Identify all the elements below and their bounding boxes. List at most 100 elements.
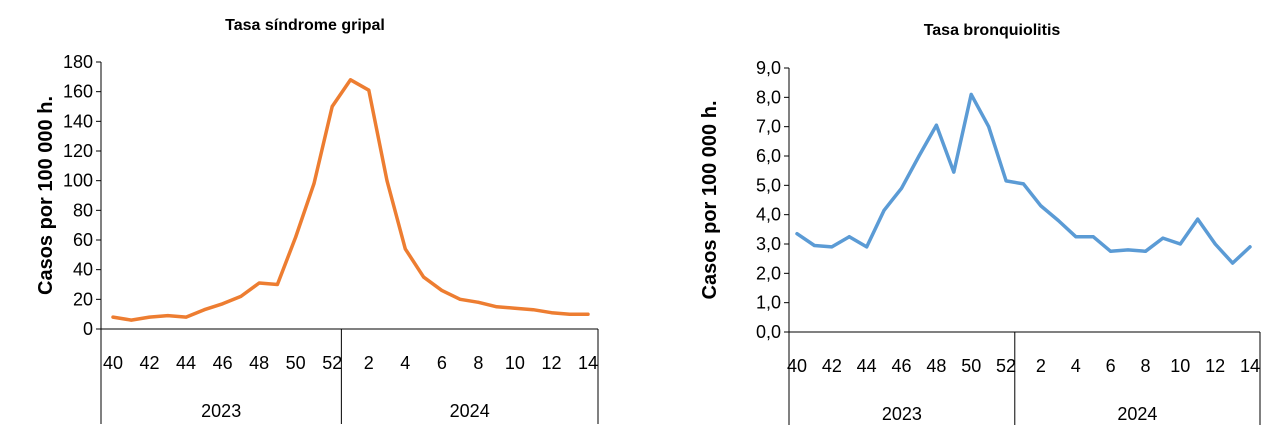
data-point	[568, 312, 572, 316]
year-label-2023: 2023	[201, 401, 241, 421]
y-tick-label: 40	[73, 260, 93, 280]
data-point	[1143, 249, 1147, 253]
y-tick-label: 80	[73, 200, 93, 220]
chart-bronchiolitis: Tasa bronquiolitis 0,0 1,0 2,0 3,0 4,0 5,0 6,0 7…	[699, 22, 1261, 425]
x-tick-label: 8	[1140, 356, 1150, 376]
x-tick-label: 6	[437, 353, 447, 373]
data-point	[549, 311, 553, 315]
data-point	[385, 179, 389, 183]
data-point	[458, 297, 462, 301]
y-tick-label: 120	[63, 141, 93, 161]
data-point	[847, 235, 851, 239]
data-point	[330, 105, 334, 108]
x-tick-label: 42	[822, 356, 842, 376]
data-point	[513, 306, 517, 310]
x-tick-label: 44	[176, 353, 196, 373]
x-tick-label: 14	[578, 353, 598, 373]
data-point	[865, 245, 869, 249]
y-tick-label: 0	[83, 319, 93, 339]
data-point	[1022, 182, 1025, 186]
x-tick-label: 46	[892, 356, 912, 376]
x-tick-label: 40	[103, 353, 123, 373]
data-point	[422, 275, 426, 279]
y-tick-label: 8,0	[756, 87, 781, 107]
y-tick-label: 100	[63, 171, 93, 191]
data-point	[812, 243, 816, 247]
y-tick-label: 1,0	[756, 293, 781, 313]
data-point	[952, 170, 956, 174]
data-point	[184, 315, 188, 319]
y-tick-label: 6,0	[756, 146, 781, 166]
year-label-2023: 2023	[882, 404, 922, 424]
x-tick-label: 12	[1205, 356, 1225, 376]
x-tick-label: 2	[364, 353, 374, 373]
chart-title: Tasa síndrome gripal	[225, 17, 385, 34]
data-point	[1074, 235, 1078, 239]
x-tick-label: 48	[926, 356, 946, 376]
data-point	[1056, 219, 1060, 223]
data-point	[476, 300, 480, 304]
x-tick-label: 40	[787, 356, 807, 376]
y-tick-label: 3,0	[756, 234, 781, 254]
chart-flu: Tasa síndrome gripal 0 20 40 60 80 100 120 140 16…	[35, 17, 599, 424]
chart-panel-flu: Tasa síndrome gripal 0 20 40 60 80 100 120 140 16…	[0, 0, 620, 425]
x-tick-label: 42	[140, 353, 160, 373]
x-tick-label: 44	[857, 356, 877, 376]
data-point	[440, 288, 444, 292]
data-point	[129, 318, 133, 322]
x-tick-label: 10	[505, 353, 525, 373]
y-tick-label: 9,0	[756, 58, 781, 78]
x-tick-label: 4	[1071, 356, 1081, 376]
data-point	[882, 208, 886, 212]
x-tick-label: 8	[473, 353, 483, 373]
x-tick-label: 50	[286, 353, 306, 373]
data-point	[294, 235, 298, 239]
chart-title: Tasa bronquiolitis	[924, 22, 1061, 39]
data-point	[403, 247, 407, 251]
y-tick-label: 0,0	[756, 322, 781, 342]
x-tick-label: 2	[1036, 356, 1046, 376]
y-tick-label: 60	[73, 230, 93, 250]
data-point	[111, 315, 115, 319]
data-point	[166, 314, 170, 318]
data-point	[586, 312, 590, 316]
x-tick-label: 10	[1170, 356, 1190, 376]
y-tick-label: 180	[63, 52, 93, 72]
data-point	[917, 154, 921, 158]
data-point	[1039, 204, 1043, 208]
data-point	[1161, 236, 1165, 240]
data-point	[900, 186, 904, 190]
data-point	[275, 283, 279, 286]
x-tick-label: 6	[1106, 356, 1116, 376]
x-tick-label: 14	[1240, 356, 1260, 376]
data-point	[239, 294, 243, 298]
chart-panel-bronchiolitis: Tasa bronquiolitis 0,0 1,0 2,0 3,0 4,0 5,0 6,0 7…	[640, 0, 1275, 425]
x-tick-label: 12	[541, 353, 561, 373]
y-tick-label: 4,0	[756, 205, 781, 225]
data-point	[312, 182, 316, 186]
year-label-2024: 2024	[1117, 404, 1157, 424]
data-point	[367, 88, 371, 92]
data-point	[1178, 242, 1182, 246]
y-tick-label: 160	[63, 82, 93, 102]
data-point	[1196, 217, 1200, 221]
data-point	[1231, 261, 1235, 265]
data-point	[1126, 248, 1130, 252]
data-point	[1091, 235, 1095, 239]
y-tick-label: 20	[73, 289, 93, 309]
data-point	[148, 315, 152, 319]
y-axis-label: Casos por 100 000 h.	[35, 96, 57, 295]
data-point	[795, 232, 799, 236]
data-point	[969, 92, 973, 96]
y-tick-label: 7,0	[756, 117, 781, 137]
x-tick-label: 46	[213, 353, 233, 373]
data-point	[1109, 249, 1113, 253]
year-label-2024: 2024	[450, 401, 490, 421]
data-point	[987, 125, 991, 129]
data-point	[1213, 242, 1217, 246]
x-tick-label: 48	[249, 353, 269, 373]
data-point	[349, 78, 352, 82]
data-point	[830, 245, 834, 249]
data-point	[221, 302, 225, 306]
series-line	[795, 92, 1252, 265]
